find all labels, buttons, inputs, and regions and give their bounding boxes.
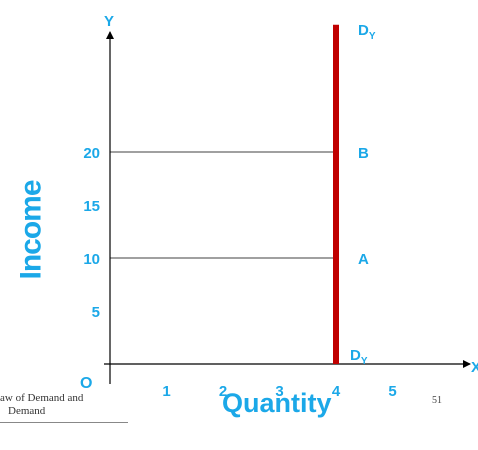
point-label-b: B bbox=[358, 145, 369, 162]
y-tick-label: 15 bbox=[83, 198, 100, 215]
y-axis-title: Income bbox=[15, 180, 48, 280]
x-tick-label: 3 bbox=[275, 383, 283, 400]
x-tick-label: 4 bbox=[332, 383, 341, 400]
y-tick-label: 5 bbox=[92, 304, 100, 321]
demand-curve-label-top: DY bbox=[358, 22, 376, 42]
x-tick-label: 2 bbox=[219, 383, 227, 400]
page-number: 51 bbox=[432, 395, 442, 406]
x-tick-label: 5 bbox=[388, 383, 396, 400]
y-tick-label: 10 bbox=[83, 251, 100, 268]
x-tick-label: 1 bbox=[162, 383, 170, 400]
point-label-a: A bbox=[358, 251, 369, 268]
footer-title-line2: Demand bbox=[8, 405, 46, 417]
x-axis-letter: X bbox=[471, 359, 478, 376]
x-axis-title: Quantity bbox=[222, 388, 332, 418]
y-tick-label: 20 bbox=[83, 145, 100, 162]
footer-rule bbox=[0, 422, 128, 423]
origin-label: O bbox=[80, 375, 92, 392]
footer-title-line1: aw of Demand and bbox=[0, 392, 84, 404]
y-axis-letter: Y bbox=[104, 13, 114, 30]
